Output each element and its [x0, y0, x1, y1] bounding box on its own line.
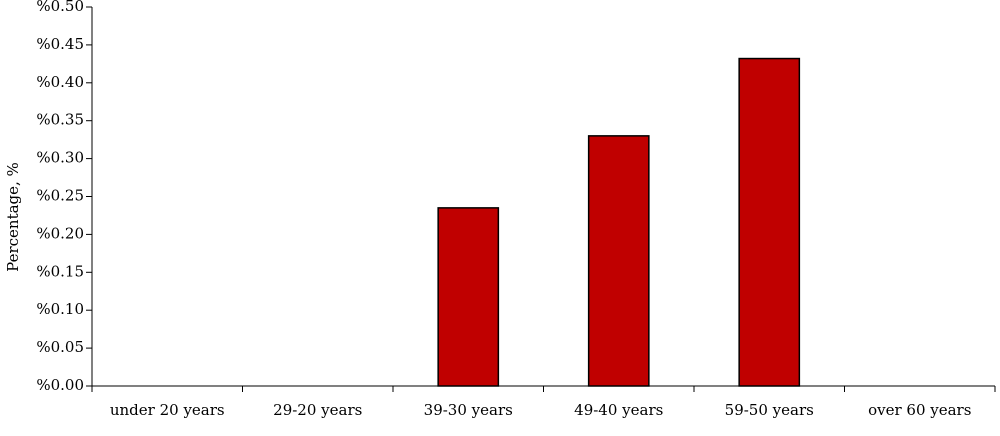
bar	[437, 207, 500, 387]
y-tick-label: %0.15	[36, 262, 84, 280]
y-tick-label: %0.10	[36, 300, 84, 318]
x-tick-label: 59-50 years	[725, 401, 814, 419]
y-tick-label: %0.20	[36, 224, 84, 242]
y-tick-label: %0.50	[36, 0, 84, 15]
y-tick-label: %0.45	[36, 35, 84, 53]
bar	[738, 57, 801, 387]
bars	[437, 57, 801, 387]
bar	[587, 135, 650, 387]
y-tick-label: %0.25	[36, 187, 84, 205]
y-axis-ticks: %0.00 %0.05 %0.10 %0.15 %0.20 %0.25 %0.30 %0.35…	[36, 0, 92, 394]
x-tick-label: under 20 years	[110, 401, 225, 419]
x-tick-label: 39-30 years	[424, 401, 513, 419]
x-tick-label: 49-40 years	[574, 401, 663, 419]
y-axis-title: Percentage, %	[4, 162, 22, 272]
x-tick-label: over 60 years	[868, 401, 971, 419]
y-tick-label: %0.30	[36, 149, 84, 167]
y-tick-label: %0.00	[36, 376, 84, 394]
y-tick-label: %0.40	[36, 73, 84, 91]
y-tick-label: %0.35	[36, 111, 84, 129]
x-axis-ticks: under 20 years 29-20 years 39-30 years 49-4…	[91, 386, 996, 419]
x-tick-label: 29-20 years	[273, 401, 362, 419]
y-tick-label: %0.05	[36, 338, 84, 356]
